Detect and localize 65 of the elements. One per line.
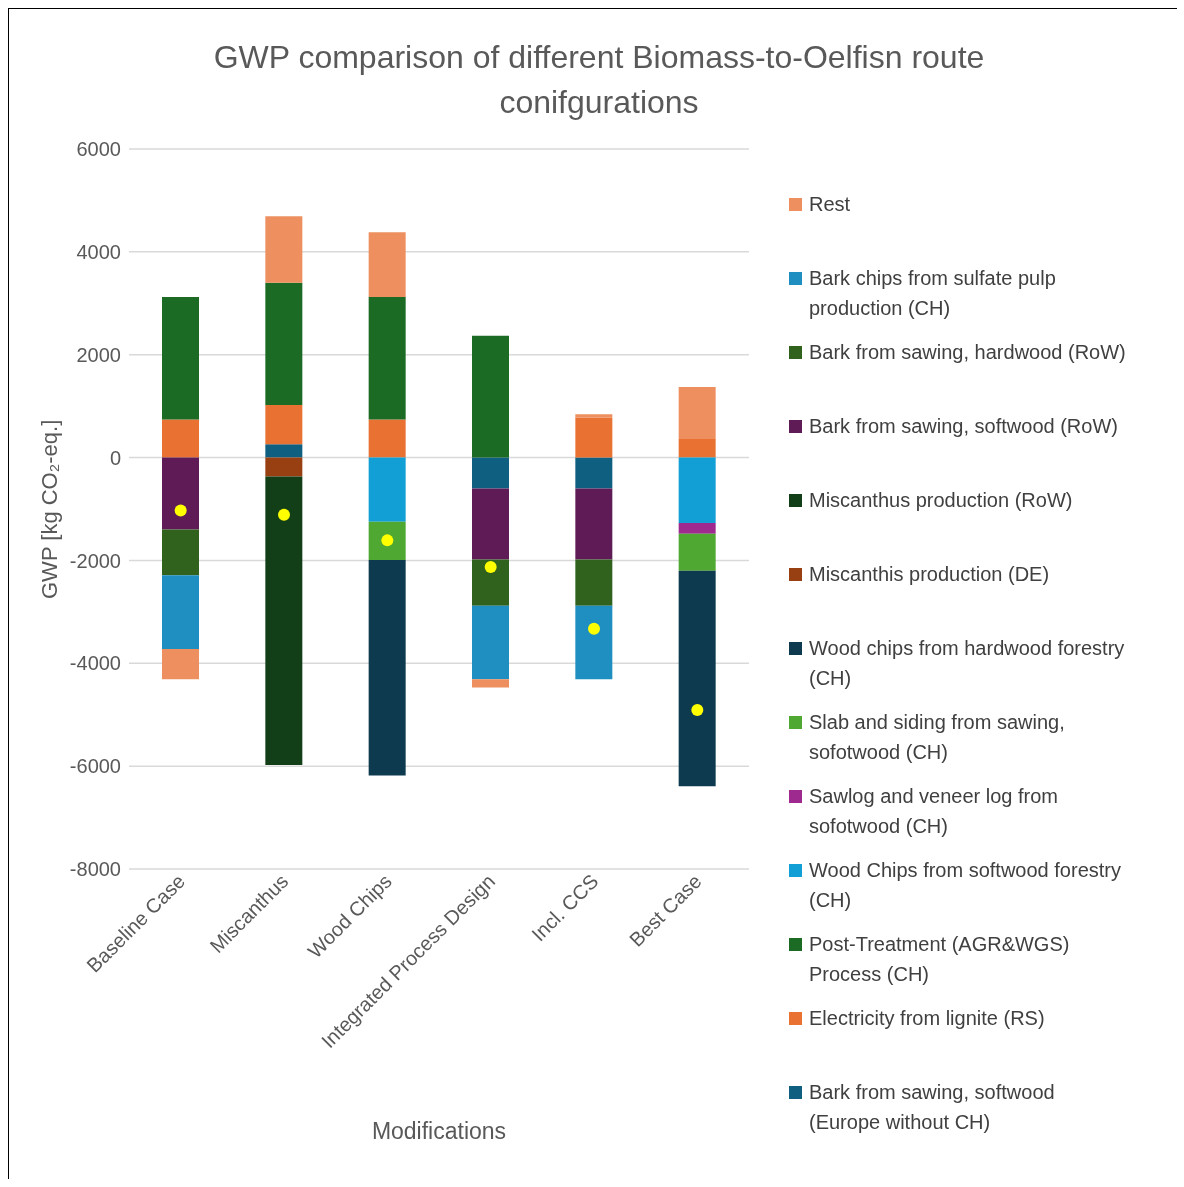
legend-label: Slab and siding from sawing, sofotwood (CH) [809, 710, 1066, 765]
legend-label: Bark from sawing, softwood (RoW) [809, 414, 1118, 439]
bar [472, 679, 509, 688]
x-axis-title: Modifications [371, 1118, 507, 1144]
legend-label: Wood chips from hardwood forestry (CH) [809, 636, 1126, 691]
bar [162, 457, 199, 530]
bar [265, 444, 303, 458]
y-tick-label: 6000 [76, 138, 121, 161]
point [691, 704, 704, 717]
bar [162, 529, 199, 576]
legend-label: Electricity from lignite (RS) [809, 1006, 1045, 1031]
chart-title: GWP comparison of different Biomass-to-Oelfisn route conifgurations [212, 38, 986, 122]
bar [678, 457, 716, 523]
point [484, 561, 497, 574]
legend-label: Post-Treatment (AGR&WGS) Process (CH) [809, 932, 1071, 987]
point [174, 504, 187, 517]
bar [162, 297, 199, 420]
bar [162, 575, 199, 649]
bar [162, 419, 199, 458]
bar [265, 216, 303, 283]
y-tick-label: 2000 [76, 343, 121, 366]
bar [678, 533, 716, 571]
bar [575, 414, 613, 418]
bar [162, 648, 199, 680]
bar [678, 387, 716, 440]
legend-label: Bark chips from sulfate pulp production (CH) [809, 266, 1057, 321]
legend-label: Miscanthis production (DE) [809, 562, 1050, 587]
legend-label: Bark from sawing, softwood (Europe without CH) [809, 1080, 1056, 1135]
bar [575, 605, 613, 680]
y-tick-label: -8000 [69, 858, 121, 881]
bar [368, 232, 406, 298]
bar [368, 297, 406, 420]
bar [472, 488, 509, 560]
bar [368, 559, 406, 776]
y-tick-label: -4000 [69, 652, 121, 675]
y-axis-title: GWP [kg CO₂-eq.] [36, 419, 62, 599]
bar [575, 488, 613, 560]
bar [472, 559, 509, 606]
y-tick-label: 0 [109, 446, 121, 469]
legend-label: Bark from sawing, hardwood (RoW) [809, 340, 1126, 365]
bar [265, 457, 303, 477]
bar [368, 521, 406, 560]
bar [678, 570, 716, 787]
bar [472, 605, 509, 680]
bar [265, 405, 303, 445]
legend-label: Rest [809, 192, 851, 217]
point [588, 622, 600, 635]
bar [265, 476, 303, 766]
legend-label: Sawlog and veneer log from sofotwood (CH) [809, 784, 1060, 839]
bar [472, 335, 509, 458]
bar [472, 457, 509, 489]
legend-label: Wood Chips from softwood forestry (CH) [809, 858, 1122, 913]
bar [575, 559, 613, 606]
bar [368, 419, 406, 458]
bar [575, 457, 613, 489]
bar [678, 522, 716, 534]
y-tick-label: 4000 [76, 240, 121, 263]
bar [678, 439, 716, 458]
bar [368, 457, 406, 522]
legend-label: Miscanthus production (RoW) [809, 488, 1073, 513]
bar [265, 282, 303, 406]
bar [575, 417, 613, 458]
y-tick-label: -6000 [69, 755, 121, 778]
point [278, 508, 290, 521]
y-tick-label: -2000 [69, 549, 121, 572]
